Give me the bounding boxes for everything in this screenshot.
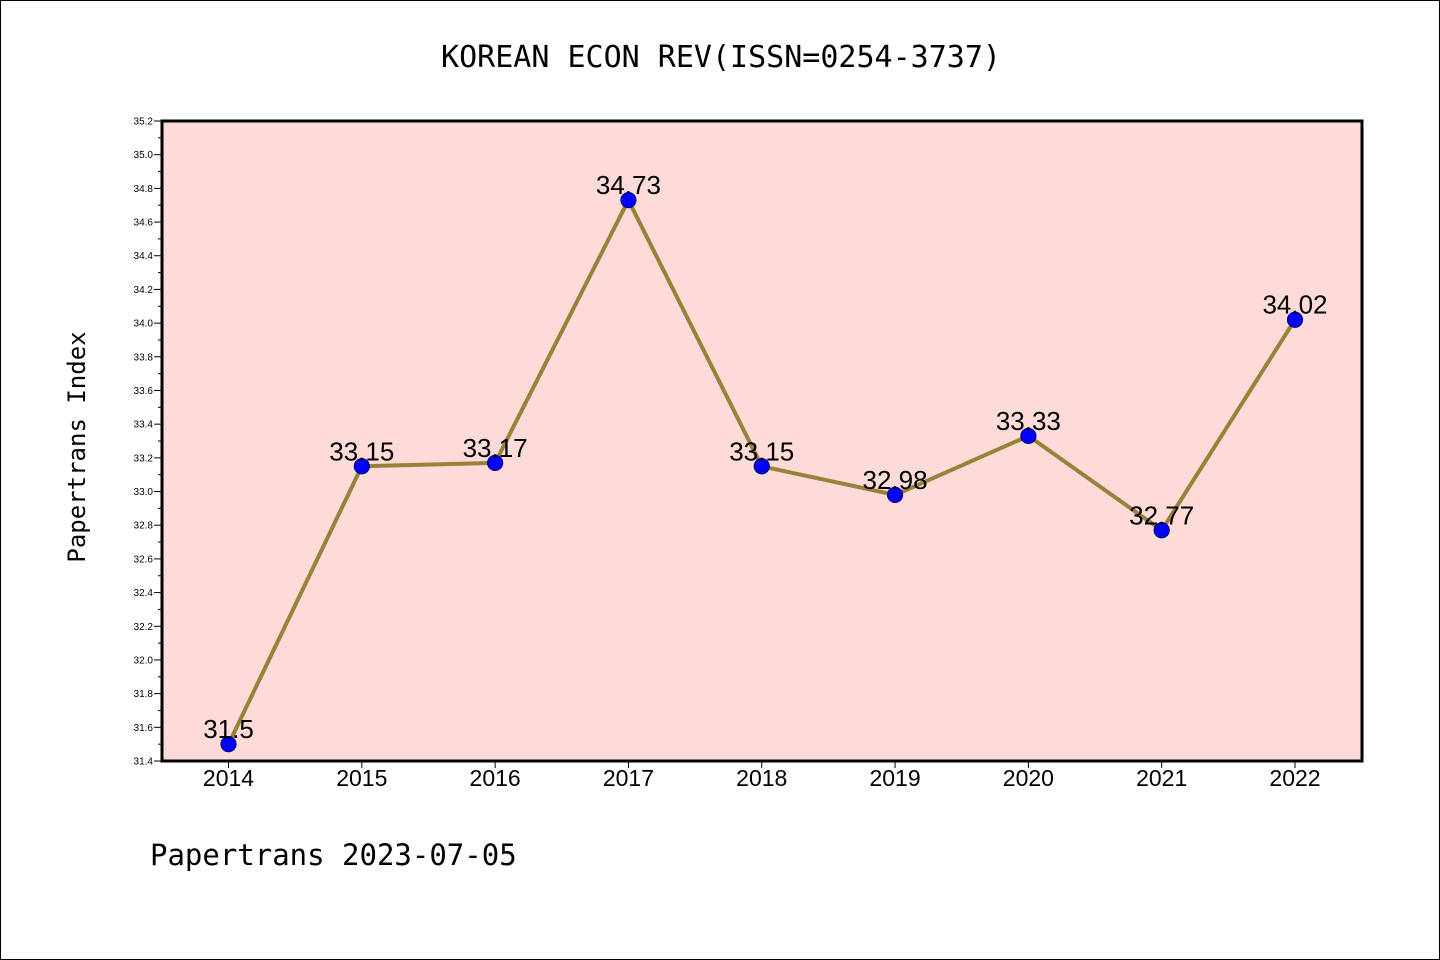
plot-frame bbox=[160, 119, 1364, 763]
x-tick-label: 2018 bbox=[736, 765, 787, 791]
y-axis-label: Papertrans Index bbox=[63, 331, 91, 562]
y-tick-label: 31.4 bbox=[134, 757, 154, 768]
y-tick-label: 32.4 bbox=[134, 588, 154, 599]
data-label: 33.15 bbox=[329, 436, 394, 466]
y-tick-label: 35.0 bbox=[134, 150, 154, 161]
data-point bbox=[886, 486, 904, 503]
y-tick-label: 34.8 bbox=[134, 184, 154, 195]
data-point bbox=[353, 458, 370, 475]
data-label: 32.77 bbox=[1129, 500, 1194, 530]
data-point bbox=[1020, 427, 1037, 445]
y-tick-label: 32.6 bbox=[134, 554, 154, 565]
y-tick-label: 34.4 bbox=[134, 251, 154, 262]
x-axis: 2014 2015 2016 2017 2018 2019 2020 2021 2022 bbox=[203, 761, 1321, 791]
data-label: 31.5 bbox=[203, 714, 254, 744]
data-point bbox=[220, 736, 237, 753]
x-tick-label: 2022 bbox=[1269, 765, 1320, 791]
footer-text: Papertrans 2023-07-05 bbox=[150, 838, 517, 872]
data-point bbox=[487, 454, 504, 471]
x-tick-label: 2016 bbox=[470, 765, 521, 791]
y-axis: 31.4 31.6 31.8 32.0 32.2 32.4 32.6 32.8 33.0 33.2… bbox=[134, 117, 162, 768]
plot-area bbox=[162, 121, 1362, 761]
data-point bbox=[620, 192, 637, 209]
y-tick-label: 32.0 bbox=[134, 655, 154, 666]
data-point bbox=[1153, 522, 1170, 539]
data-label: 34.02 bbox=[1262, 290, 1327, 320]
series-markers bbox=[220, 192, 1304, 753]
data-labels: 31.5 33.15 33.17 34.73 33.15 32.98 33.33 32.77 3… bbox=[203, 170, 1327, 744]
y-tick-label: 34.2 bbox=[134, 285, 154, 296]
x-tick-label: 2021 bbox=[1136, 765, 1187, 791]
data-label: 34.73 bbox=[596, 170, 661, 200]
x-tick-label: 2014 bbox=[203, 765, 254, 791]
y-tick-label: 33.0 bbox=[134, 487, 154, 498]
y-tick-label: 34.6 bbox=[134, 218, 154, 229]
x-tick-label: 2019 bbox=[869, 765, 920, 791]
x-tick-label: 2020 bbox=[1003, 765, 1054, 791]
y-tick-label: 34.0 bbox=[134, 319, 154, 330]
data-label: 32.98 bbox=[863, 465, 928, 495]
y-tick-label: 33.4 bbox=[134, 420, 154, 431]
y-tick-label: 31.8 bbox=[134, 689, 154, 700]
data-label: 33.33 bbox=[996, 406, 1061, 436]
y-tick-label: 33.2 bbox=[134, 453, 154, 464]
x-tick-label: 2017 bbox=[603, 765, 654, 791]
chart-title: KOREAN ECON REV(ISSN=0254-3737) bbox=[441, 40, 1001, 75]
data-label: 33.17 bbox=[463, 433, 528, 463]
y-tick-label: 31.6 bbox=[134, 723, 154, 734]
y-tick-label: 32.8 bbox=[134, 521, 154, 532]
y-tick-label: 32.2 bbox=[134, 622, 154, 633]
y-tick-label: 33.8 bbox=[134, 352, 154, 363]
y-tick-label: 35.2 bbox=[134, 117, 154, 128]
data-point bbox=[753, 458, 770, 475]
y-tick-label: 33.6 bbox=[134, 386, 154, 397]
data-label: 33.15 bbox=[729, 436, 794, 466]
x-tick-label: 2015 bbox=[336, 765, 387, 791]
data-point bbox=[1286, 311, 1304, 328]
